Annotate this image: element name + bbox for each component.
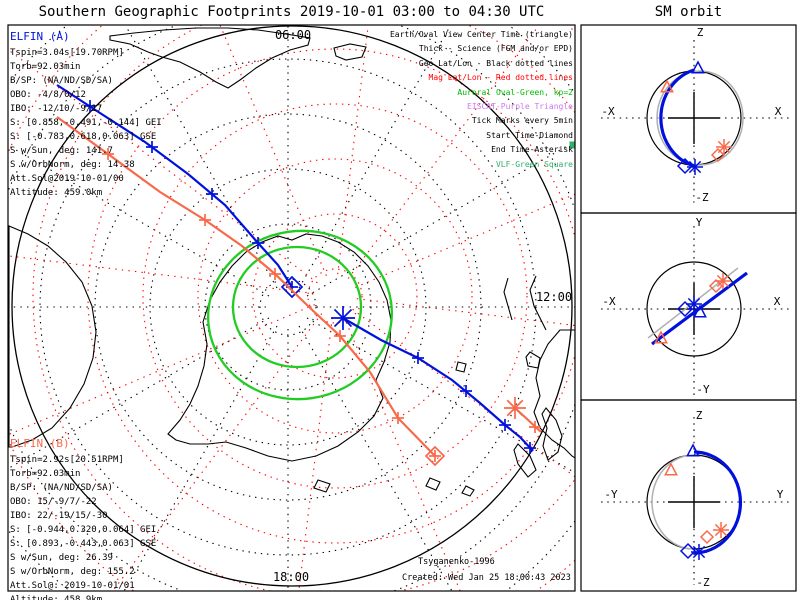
elfin-a-ibo: IBO: -12/10/-9/17: [10, 104, 103, 114]
elfin-b-info: ELFIN (B) Tspin=2.92s[20.51RPM] Torb=92.…: [10, 437, 156, 600]
panel2-axis-right: X: [772, 295, 782, 308]
created-timestamp: Created: Wed Jan 25 18:00:43 2023: [402, 573, 571, 583]
sm-orbit-title: SM orbit: [654, 4, 723, 20]
legend-mag-grid: Mag Lat/Lon - Red dotted lines: [428, 73, 574, 83]
elfin-b-altitude: Altitude: 458.9km: [10, 595, 103, 600]
panel3-axis-right: Y: [775, 488, 785, 501]
sm-orbit-panel-X-Y: [601, 226, 789, 395]
page-title: Southern Geographic Footprints 2019-10-0…: [38, 4, 545, 20]
elfin-b-torb: Torb=92.03min: [10, 469, 81, 479]
elfin-b-footprint: [56, 116, 542, 467]
frames: [7, 24, 797, 592]
coastlines: [8, 27, 575, 497]
map-area: [8, 25, 575, 591]
panel3-axis-left: -Y: [603, 488, 619, 501]
map-legend: Earth/Oval View Center Time (triangle) T…: [273, 28, 573, 172]
elfin-b-s-gse: S: [0.893,-0.443,0.063] GSE: [10, 539, 157, 549]
elfin-b-orbnorm-angle: S w/OrbNorm, deg: 155.2: [10, 567, 135, 577]
elfin-a-s-gei: S: [0.858,-0.491,-0.144] GEI: [10, 118, 162, 128]
elfin-b-ibo: IBO: 22/-19/15/-30: [10, 511, 108, 521]
mlt-label-1800: 18:00: [272, 570, 310, 584]
elfin-a-s-gse: S: [-0.783,0.618,0.063] GSE: [10, 132, 157, 142]
panel1-axis-left: -X: [600, 105, 616, 118]
elfin-b-att-sol: Att.Sol@: 2019-10-01/01: [10, 581, 135, 591]
panel3-axis-top: Z: [694, 409, 704, 422]
legend-end-time: End Time-Asterisk: [491, 145, 573, 155]
panel2-axis-left: -X: [601, 295, 617, 308]
legend-auroral-oval: Auroral Oval-Green, kp=2: [457, 87, 573, 97]
model-label: Tsyganenko-1996: [418, 557, 495, 567]
elfin-b-bsp: B/SP: (NA/ND/SD/SA): [10, 483, 113, 493]
elfin-b-sun-angle: S w/Sun, deg: 26.39: [10, 553, 113, 563]
panel3-axis-bottom: -Z: [695, 576, 711, 589]
panel2-axis-top: Y: [694, 216, 704, 229]
elfin-a-footprint: [56, 84, 536, 454]
elfin-b-obo: OBO: 15/-9/7/-22: [10, 497, 97, 507]
elfin-a-header: ELFIN (A): [10, 30, 70, 43]
panel1-axis-bottom: -Z: [694, 191, 710, 204]
legend-start-time: Start Time-Diamond: [486, 130, 573, 140]
elfin-a-torb: Torb=92.03min: [10, 62, 81, 72]
elfin-a-info: ELFIN (A) Tspin=3.04s[19.70RPM] Torb=92.…: [10, 30, 162, 200]
elfin-a-obo: OBO: -4/8/0/12: [10, 90, 86, 100]
panel1-axis-top: Z: [695, 26, 705, 39]
legend-tick-marks: Tick Marks every 5min: [471, 116, 573, 126]
legend-vlf: VLF-Green Square: [495, 159, 573, 169]
elfin-a-altitude: Altitude: 459.0km: [10, 188, 103, 198]
elfin-b-header: ELFIN (B): [10, 437, 70, 450]
mlt-label-0600: 06:00: [274, 28, 312, 42]
globe-limb: [11, 25, 573, 587]
elfin-b-tspin: Tspin=2.92s[20.51RPM]: [10, 455, 124, 465]
mlt-label-1200: 12:00: [535, 290, 573, 304]
geographic-grid: [8, 25, 575, 591]
legend-eiscat: EISCAT-Purple Triangle: [467, 102, 573, 112]
sm-orbit-panel-Y-Z: [601, 417, 789, 585]
auroral-oval: [206, 229, 394, 401]
elfin-b-s-gei: S: [-0.944,0.320,0.064] GEI: [10, 525, 157, 535]
elfin-a-bsp: B/SP: (NA/ND/SD/SA): [10, 76, 113, 86]
elfin-a-att-sol: Att.Sol@2019-10-01/00: [10, 174, 124, 184]
elfin-a-orbnorm-angle: S w/OrbNorm, deg: 14.38: [10, 160, 135, 170]
panel2-axis-bottom: -Y: [695, 383, 711, 396]
legend-center-time: Earth/Oval View Center Time (triangle): [389, 30, 573, 39]
elfin-a-sun-angle: S w/Sun, deg: 141.7: [10, 146, 113, 156]
elfin-a-tspin: Tspin=3.04s[19.70RPM]: [10, 48, 124, 58]
legend-thick-science: Thick - Science (FGM and/or EPD): [418, 44, 573, 54]
panel1-axis-right: X: [773, 105, 783, 118]
legend-geo-grid: Geo Lat/Lon - Black dotted lines: [418, 58, 573, 68]
sm-orbit-panel-X-Z: [601, 40, 789, 206]
